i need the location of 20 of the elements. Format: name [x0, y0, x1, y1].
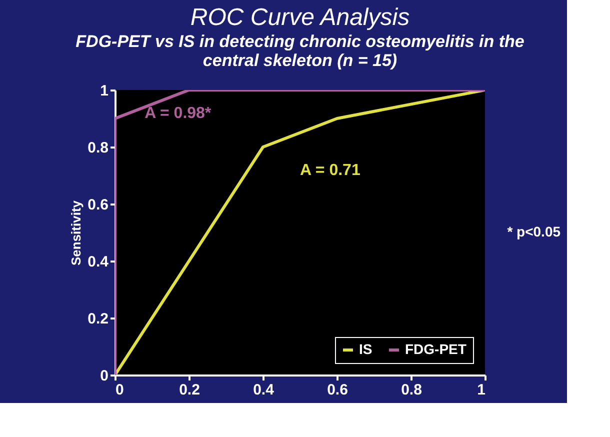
- x-tick-label: 0.8: [401, 382, 422, 398]
- y-tick-label: 0.2: [88, 310, 108, 328]
- y-tick-label: 0: [100, 368, 108, 384]
- x-tick-label: 0.4: [253, 382, 275, 398]
- x-tick-label: 0.2: [179, 382, 200, 398]
- chart-subtitle: FDG-PET vs IS in detecting chronic osteomyelitis in the central skeleton (n = 15): [76, 32, 524, 70]
- y-tick-label: 0.8: [88, 140, 108, 156]
- x-tick-label: 1: [477, 382, 486, 398]
- y-tick-label: 0.4: [88, 254, 110, 270]
- legend-label: IS: [359, 341, 372, 357]
- annotation: A = 0.98*: [144, 104, 212, 122]
- text: * p<0.05: [507, 224, 561, 240]
- y-tick-label: 0.6: [88, 196, 108, 214]
- x-tick-label: 0.6: [327, 382, 348, 398]
- y-tick-label: 1: [100, 82, 108, 100]
- chart-title: ROC Curve Analysis: [190, 4, 410, 31]
- y-axis-title: Sensitivity: [68, 200, 84, 266]
- annotation: A = 0.71: [300, 162, 360, 179]
- x-tick-label: 0: [116, 382, 124, 398]
- legend-label: FDG-PET: [405, 341, 467, 357]
